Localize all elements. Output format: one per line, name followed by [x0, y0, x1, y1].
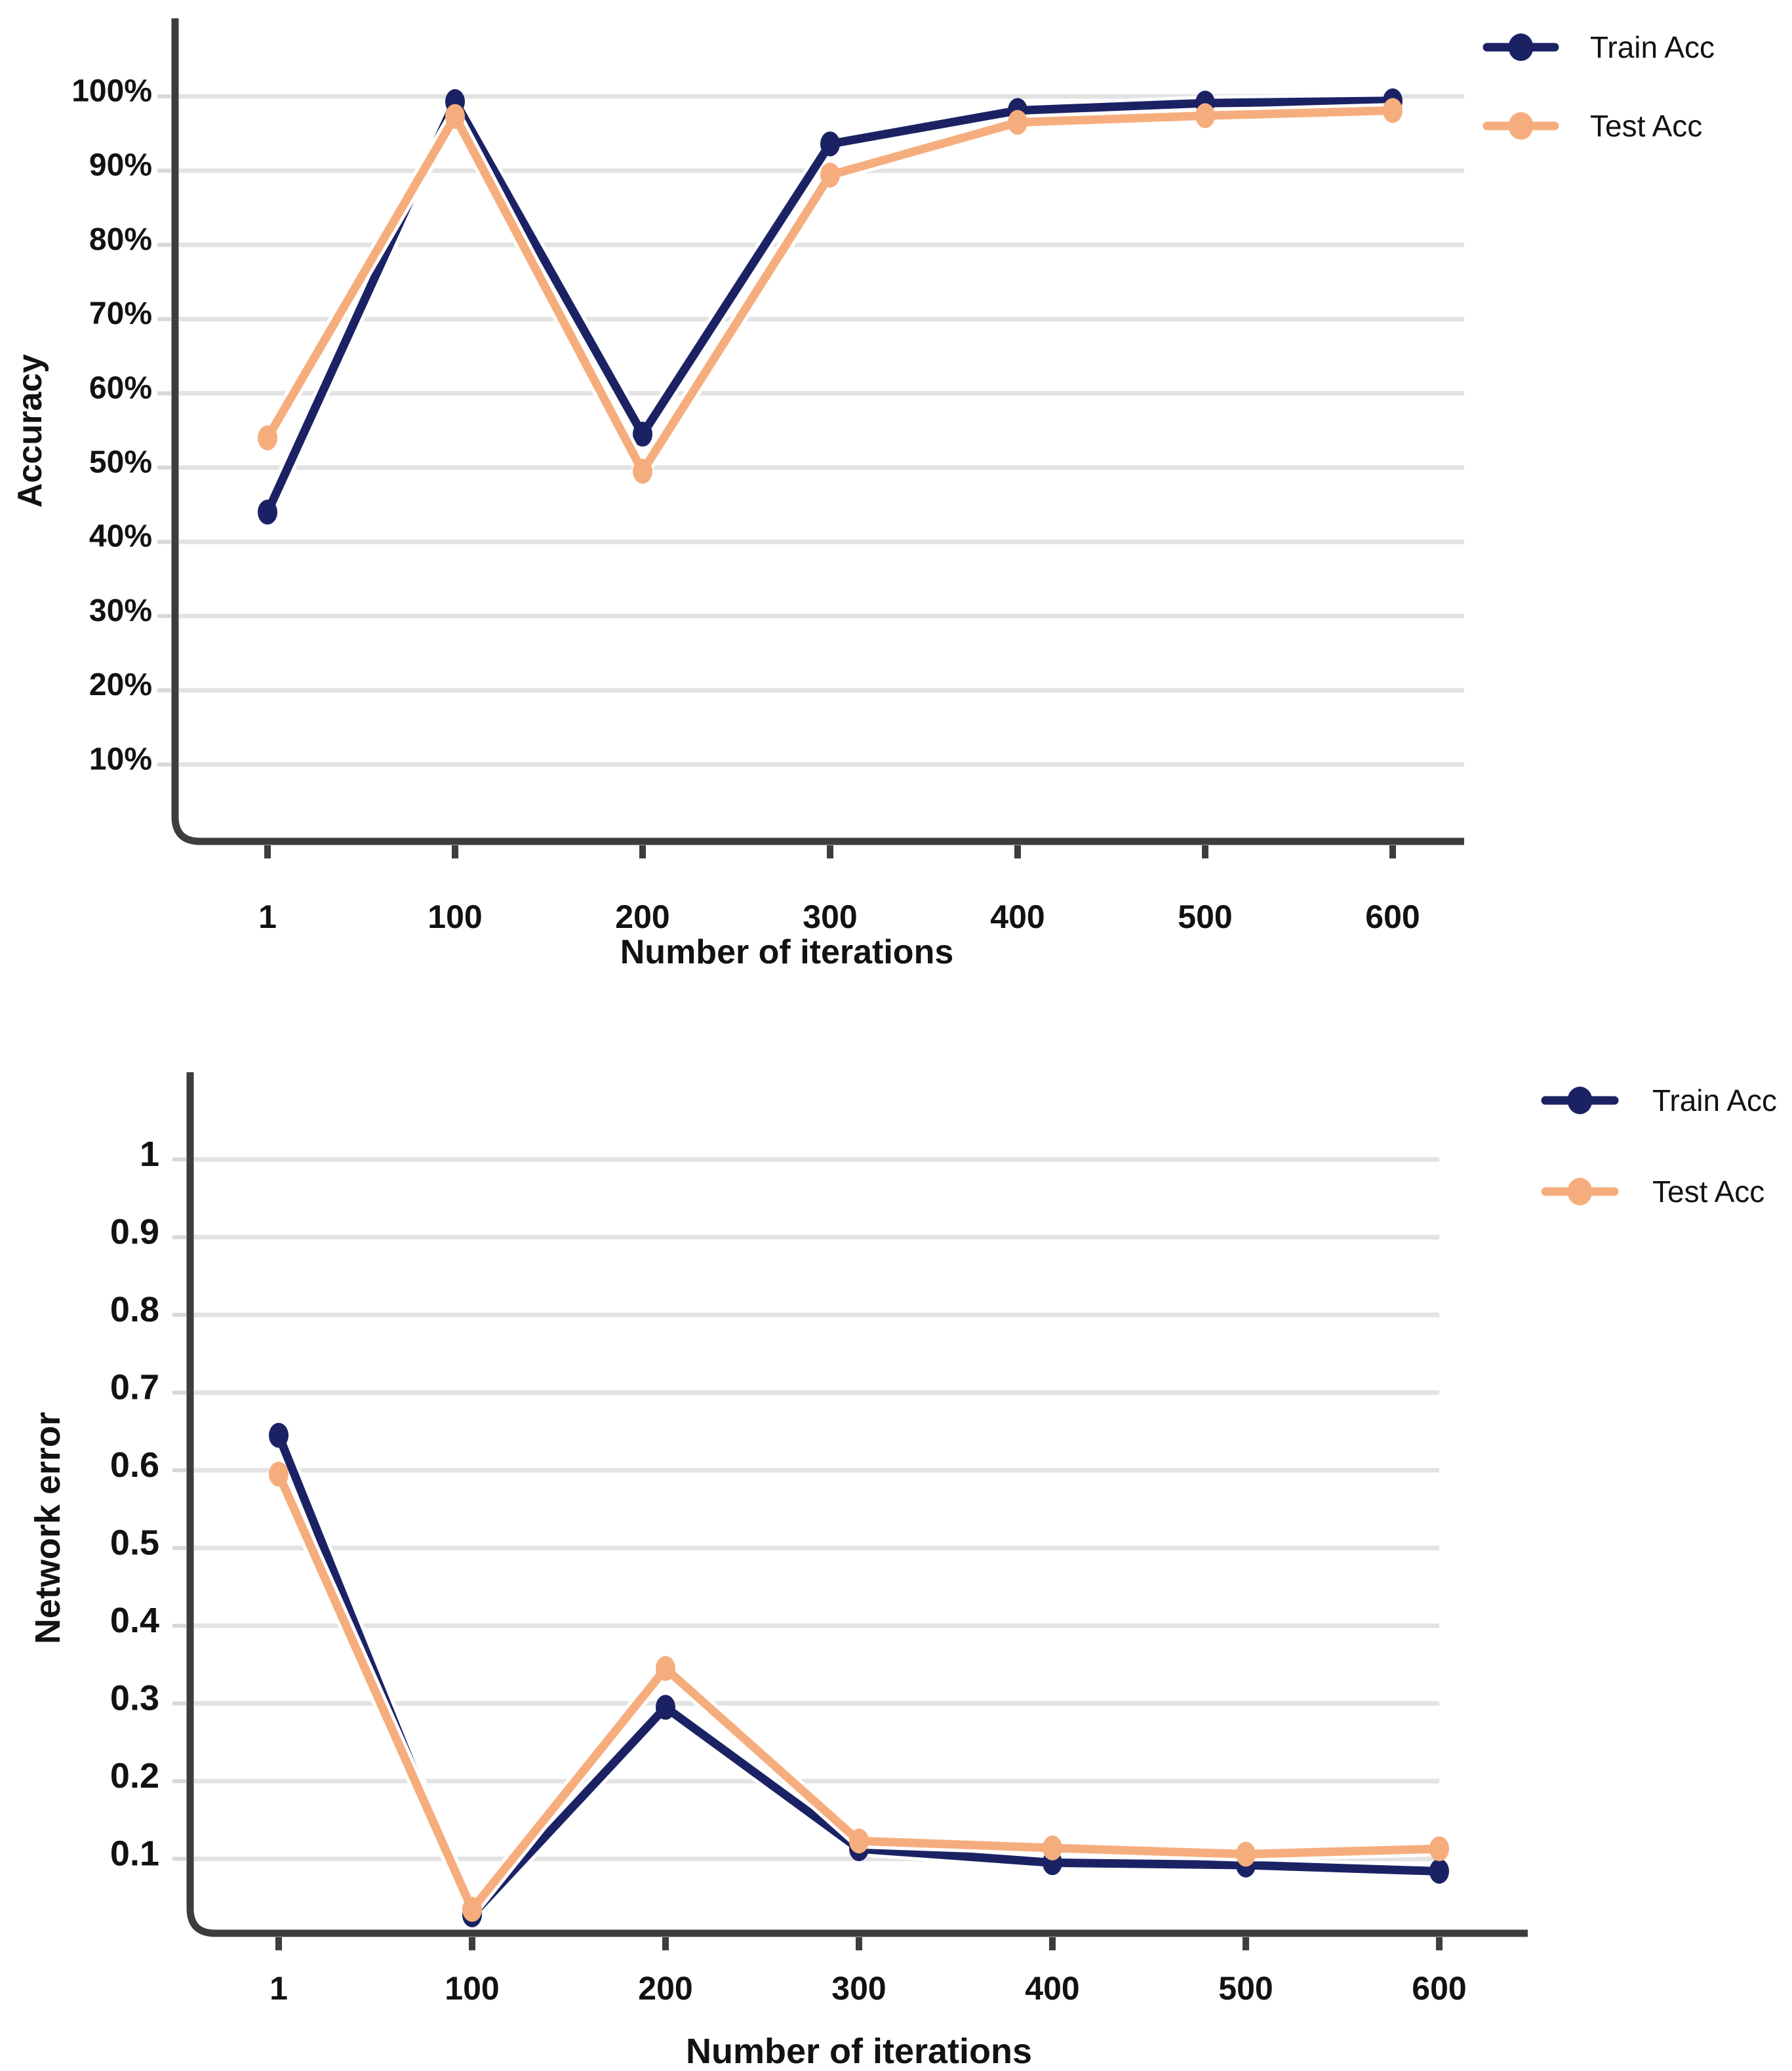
y-tick-label: 0.1 — [110, 1834, 159, 1874]
data-point-marker — [633, 422, 652, 447]
y-axis-title: Accuracy — [11, 354, 49, 508]
x-tick-label: 200 — [638, 1970, 692, 2007]
x-tick-label: 400 — [990, 898, 1045, 935]
x-tick-label: 600 — [1412, 1970, 1466, 2007]
x-axis-title: Number of iterations — [620, 933, 954, 971]
data-point-marker — [1429, 1836, 1449, 1862]
data-point-marker — [445, 104, 465, 129]
legend-label: Train Acc — [1652, 1083, 1777, 1117]
x-tick-label: 300 — [831, 1970, 886, 2007]
data-point-marker — [258, 499, 277, 525]
data-point-marker — [820, 131, 840, 157]
data-point-marker — [269, 1422, 289, 1448]
data-point-marker — [849, 1828, 869, 1854]
x-tick-label: 100 — [428, 898, 482, 935]
data-point-marker — [633, 458, 652, 484]
y-tick-label: 0.9 — [110, 1213, 159, 1252]
x-tick-label: 600 — [1365, 898, 1420, 935]
accuracy-line-chart: 100% 90% 80% 70% 60% 50% 40% 30% 20% 10% 1 100 200 30… — [11, 18, 1715, 971]
x-tick-label: 500 — [1178, 898, 1232, 935]
y-tick-label: 0.3 — [110, 1679, 159, 1718]
y-tick-label: 70% — [89, 296, 152, 331]
data-point-marker — [1008, 110, 1027, 135]
data-point-marker — [258, 425, 277, 451]
data-point-marker — [462, 1897, 482, 1922]
axis-line — [186, 1072, 1528, 1937]
y-tick-label: 90% — [89, 148, 152, 183]
y-tick-label: 100% — [71, 74, 152, 109]
legend-dot-marker — [1508, 112, 1534, 140]
data-point-marker — [656, 1695, 675, 1720]
data-point-marker — [1043, 1835, 1062, 1860]
x-tick-label: 1 — [258, 898, 277, 935]
y-tick-label: 0.2 — [110, 1756, 159, 1796]
legend-dot-marker — [1567, 1087, 1593, 1114]
y-tick-label: 80% — [89, 222, 152, 257]
data-point-marker — [820, 162, 840, 188]
data-point-marker — [269, 1461, 289, 1487]
x-tick-label: 500 — [1218, 1970, 1273, 2007]
y-tick-label: 30% — [89, 593, 152, 628]
legend-dot-marker — [1508, 33, 1534, 61]
y-tick-label: 60% — [89, 371, 152, 405]
network-error-line-chart: 1 0.9 0.8 0.7 0.6 0.5 0.4 0.3 0.2 0.1 1 100 200 300 40… — [28, 1072, 1777, 2071]
x-tick-label: 100 — [445, 1970, 499, 2007]
data-point-marker — [656, 1656, 675, 1681]
x-axis-title: Number of iterations — [686, 2032, 1032, 2071]
y-tick-label: 0.4 — [110, 1601, 159, 1640]
data-point-marker — [1383, 98, 1403, 123]
y-tick-label: 1 — [140, 1135, 159, 1174]
legend-label: Train Acc — [1590, 30, 1715, 64]
y-tick-label: 50% — [89, 445, 152, 480]
x-tick-label: 400 — [1025, 1970, 1079, 2007]
y-tick-label: 0.5 — [110, 1523, 159, 1563]
data-point-marker — [1195, 103, 1215, 129]
axis-line — [171, 18, 1464, 845]
y-tick-label: 0.7 — [110, 1368, 159, 1407]
data-point-marker — [1429, 1859, 1449, 1884]
y-tick-label: 20% — [89, 668, 152, 702]
y-tick-label: 10% — [89, 742, 152, 776]
x-tick-label: 200 — [615, 898, 669, 935]
y-tick-label: 40% — [89, 519, 152, 554]
y-tick-label: 0.6 — [110, 1445, 159, 1485]
y-tick-label: 0.8 — [110, 1290, 159, 1329]
x-tick-label: 300 — [803, 898, 857, 935]
y-axis-title: Network error — [28, 1412, 68, 1644]
legend-dot-marker — [1567, 1178, 1593, 1205]
legend-label: Test Acc — [1590, 109, 1702, 143]
legend-label: Test Acc — [1652, 1175, 1764, 1209]
data-point-marker — [1236, 1841, 1256, 1867]
x-tick-label: 1 — [269, 1970, 288, 2007]
